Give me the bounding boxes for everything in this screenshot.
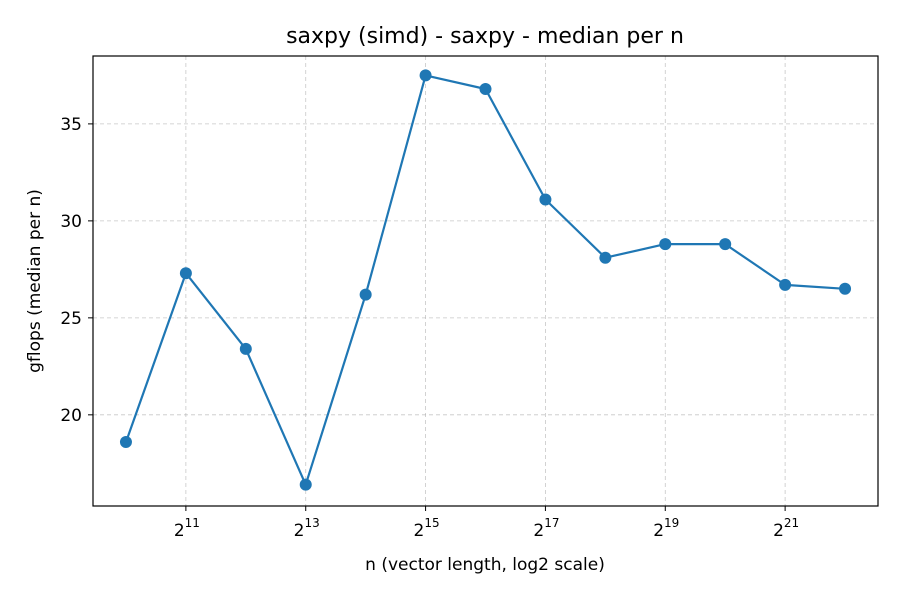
data-point [359, 288, 372, 301]
series-line [124, 74, 846, 486]
x-tick-base: 2 [414, 521, 425, 541]
x-tick-label: 219 [653, 516, 679, 541]
y-tick-label: 25 [60, 309, 82, 329]
x-tick-exponent: 19 [664, 516, 679, 530]
y-axis-ticks: 20 25 30 35 [60, 115, 93, 426]
data-point [299, 478, 312, 491]
x-tick-label: 215 [414, 516, 440, 541]
data-point [479, 82, 492, 95]
data-point [659, 238, 672, 251]
x-tick-exponent: 11 [185, 516, 200, 530]
x-tick-label: 211 [174, 516, 200, 541]
series-line-layer [124, 74, 846, 486]
x-tick-base: 2 [294, 521, 305, 541]
x-tick-base: 2 [174, 521, 185, 541]
x-axis-ticks: 211 213 215 217 219 221 [174, 506, 799, 541]
data-point [539, 193, 552, 206]
x-tick-label: 213 [294, 516, 320, 541]
y-tick-label: 35 [60, 115, 82, 135]
data-point [719, 238, 732, 251]
data-point [239, 342, 252, 355]
data-point [419, 69, 432, 82]
x-tick-base: 2 [773, 521, 784, 541]
x-axis-label: n (vector length, log2 scale) [365, 555, 605, 575]
data-point [779, 278, 792, 291]
x-tick-exponent: 17 [544, 516, 559, 530]
y-tick-label: 30 [60, 212, 82, 232]
series-points [119, 69, 852, 491]
data-point [119, 435, 132, 448]
data-point [179, 267, 192, 280]
x-tick-exponent: 15 [424, 516, 439, 530]
y-tick-label: 20 [60, 406, 82, 426]
plot-area-frame [92, 55, 879, 507]
x-tick-base: 2 [533, 521, 544, 541]
data-point [839, 282, 852, 295]
grid [93, 56, 878, 506]
chart-title: saxpy (simd) - saxpy - median per n [286, 24, 684, 49]
x-tick-base: 2 [653, 521, 664, 541]
data-point [599, 251, 612, 264]
x-tick-label: 217 [533, 516, 559, 541]
x-tick-exponent: 13 [305, 516, 320, 530]
y-axis-label: gflops (median per n) [25, 189, 45, 373]
x-tick-exponent: 21 [784, 516, 799, 530]
x-tick-label: 221 [773, 516, 799, 541]
